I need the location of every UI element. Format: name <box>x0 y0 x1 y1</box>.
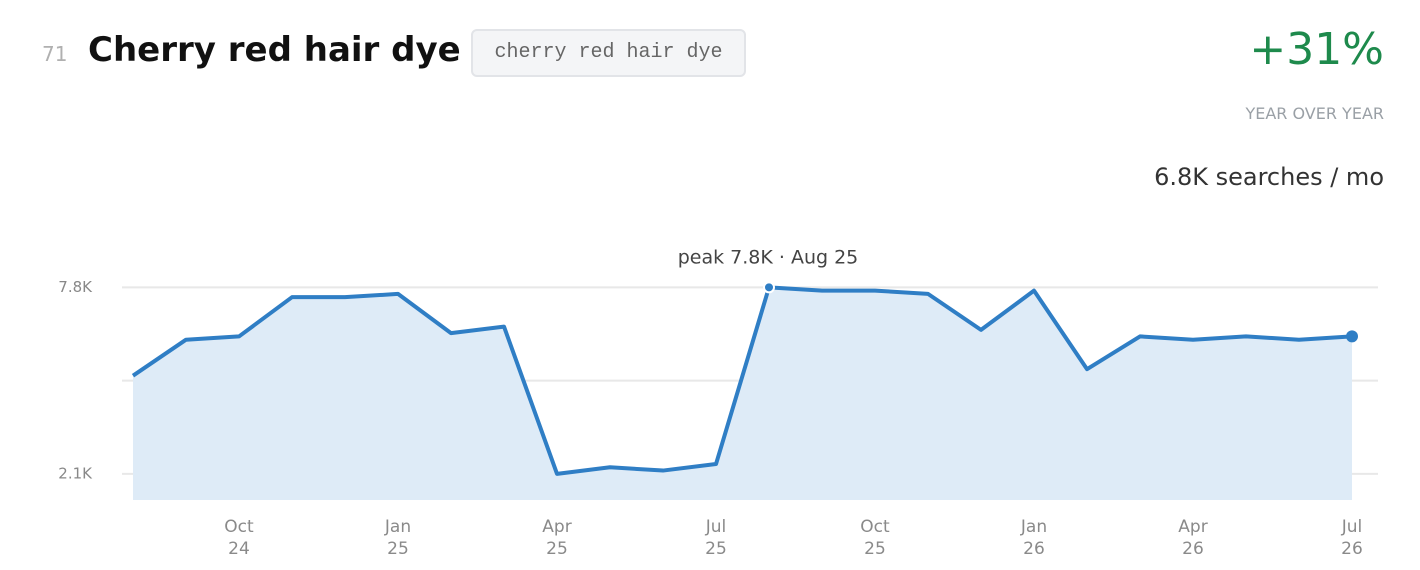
area <box>133 287 1352 500</box>
annotation: peak 7.8K · Aug 25 <box>678 247 859 269</box>
line <box>131 285 1353 476</box>
change-label: YEAR OVER YEAR <box>1245 104 1384 123</box>
x-tick-label: Jul 25 <box>705 517 727 559</box>
y-tick-label: 2.1K <box>58 464 93 482</box>
peak-marker <box>763 281 775 294</box>
title: Cherry red hair dye <box>88 30 461 70</box>
volume: 6.8K searches / mo <box>1154 163 1384 191</box>
x-tick-label: Jul 26 <box>1341 517 1363 559</box>
x-tick-label: Oct 25 <box>860 517 890 559</box>
x-tick-label: Jan 25 <box>384 517 412 559</box>
x-tick-label: Jan 26 <box>1020 517 1048 559</box>
last-marker <box>1346 330 1358 343</box>
y-tick-label: 7.8K <box>58 278 93 296</box>
x-tick-label: Apr 26 <box>1178 517 1208 559</box>
x-tick-label: Oct 24 <box>224 517 254 559</box>
x-tick-label: Apr 25 <box>542 517 572 559</box>
change: +31% <box>1249 24 1384 75</box>
rank: 71 <box>42 42 68 66</box>
keyword-tag: cherry red hair dye <box>471 29 746 77</box>
